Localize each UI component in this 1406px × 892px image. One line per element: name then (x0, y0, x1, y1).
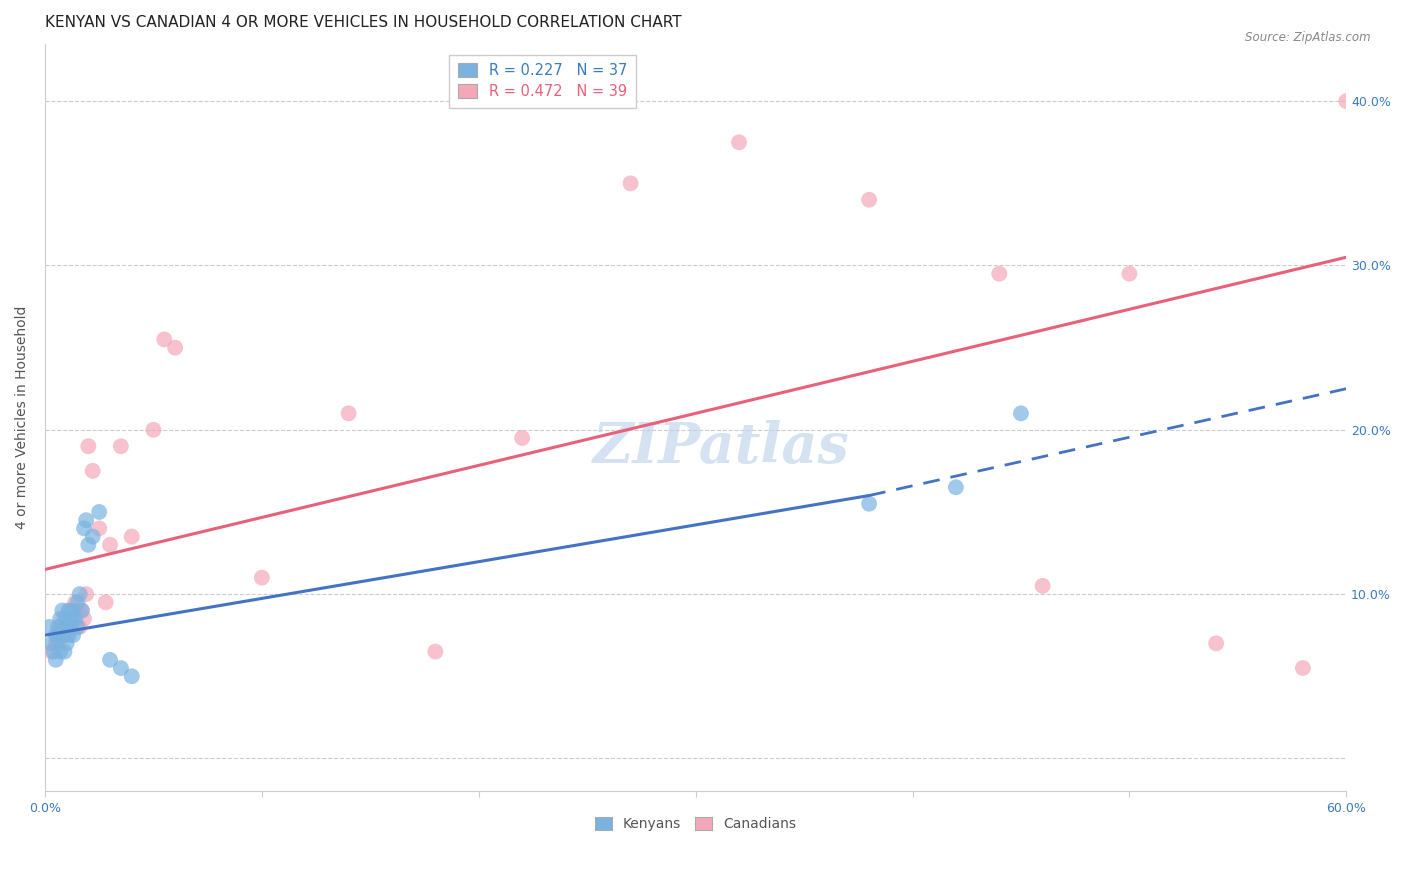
Point (59, 620, 82, 634)
Point (89, 521, 111, 535)
Point (510, 431, 533, 445)
Point (425, 644, 447, 658)
Point (49, 644, 72, 658)
Point (142, 423, 165, 437)
Point (65, 612, 87, 626)
Point (70, 603, 93, 617)
Point (77, 439, 100, 453)
Point (94, 595, 117, 609)
Legend: Kenyans, Canadians: Kenyans, Canadians (589, 812, 801, 837)
Point (70, 603, 93, 617)
Point (55, 612, 77, 626)
Point (77, 538, 100, 552)
Point (1118, 267, 1140, 281)
Point (66, 595, 89, 609)
Point (45, 628, 67, 642)
Point (69, 587, 91, 601)
Point (619, 177, 641, 191)
Point (858, 497, 880, 511)
Point (41, 644, 63, 658)
Point (153, 333, 176, 347)
Point (49, 612, 72, 626)
Point (49, 620, 72, 634)
Point (110, 439, 132, 453)
Point (73, 521, 96, 535)
Point (59, 620, 82, 634)
Point (51, 603, 73, 617)
Point (66, 603, 89, 617)
Text: ZIPatlas: ZIPatlas (593, 420, 851, 475)
Point (858, 193, 880, 207)
Point (59, 612, 82, 626)
Point (1336, 94, 1358, 108)
Point (53, 644, 76, 658)
Point (728, 135, 751, 149)
Point (110, 661, 132, 675)
Point (82, 464, 104, 478)
Point (42, 644, 65, 658)
Point (89, 505, 111, 519)
Point (121, 530, 143, 544)
Point (58, 628, 80, 642)
Point (66, 620, 89, 634)
Y-axis label: 4 or more Vehicles in Household: 4 or more Vehicles in Household (15, 306, 30, 529)
Point (337, 406, 360, 420)
Point (1292, 661, 1315, 675)
Point (75, 513, 97, 527)
Point (41, 636, 63, 650)
Point (1032, 579, 1054, 593)
Point (165, 341, 187, 355)
Point (82, 530, 104, 544)
Point (53, 612, 76, 626)
Point (53, 620, 76, 634)
Point (121, 669, 143, 683)
Point (69, 620, 91, 634)
Text: Source: ZipAtlas.com: Source: ZipAtlas.com (1246, 31, 1371, 45)
Point (55, 628, 77, 642)
Point (46, 633, 69, 648)
Text: KENYAN VS CANADIAN 4 OR MORE VEHICLES IN HOUSEHOLD CORRELATION CHART: KENYAN VS CANADIAN 4 OR MORE VEHICLES IN… (45, 15, 682, 30)
Point (58, 603, 80, 617)
Point (250, 571, 273, 585)
Point (98, 538, 121, 552)
Point (38, 620, 60, 634)
Point (73, 612, 96, 626)
Point (75, 587, 97, 601)
Point (62, 628, 84, 642)
Point (62, 603, 84, 617)
Point (45, 653, 67, 667)
Point (988, 267, 1011, 281)
Point (1010, 406, 1032, 420)
Point (58, 603, 80, 617)
Point (55, 636, 77, 650)
Point (46, 628, 69, 642)
Point (46, 620, 69, 634)
Point (51, 628, 73, 642)
Point (62, 612, 84, 626)
Point (45, 636, 67, 650)
Point (65, 595, 87, 609)
Point (51, 620, 73, 634)
Point (98, 653, 121, 667)
Point (945, 480, 967, 494)
Point (1205, 636, 1227, 650)
